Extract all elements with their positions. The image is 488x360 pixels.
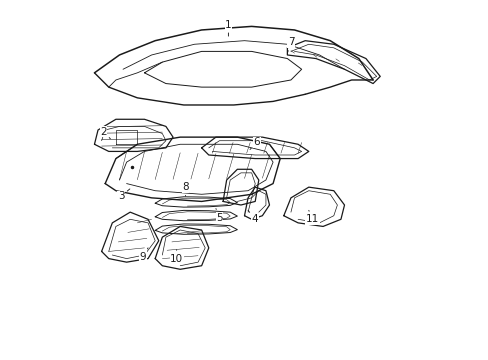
Text: 1: 1 xyxy=(224,19,231,36)
Text: 2: 2 xyxy=(100,127,110,139)
Text: 8: 8 xyxy=(182,182,188,196)
Text: 6: 6 xyxy=(249,138,260,149)
Text: 10: 10 xyxy=(170,249,183,264)
Text: 3: 3 xyxy=(118,189,130,201)
Text: 11: 11 xyxy=(305,210,318,224)
Text: 9: 9 xyxy=(139,248,148,262)
Text: 5: 5 xyxy=(216,208,223,222)
Text: 4: 4 xyxy=(247,210,258,224)
Text: 7: 7 xyxy=(287,37,294,53)
